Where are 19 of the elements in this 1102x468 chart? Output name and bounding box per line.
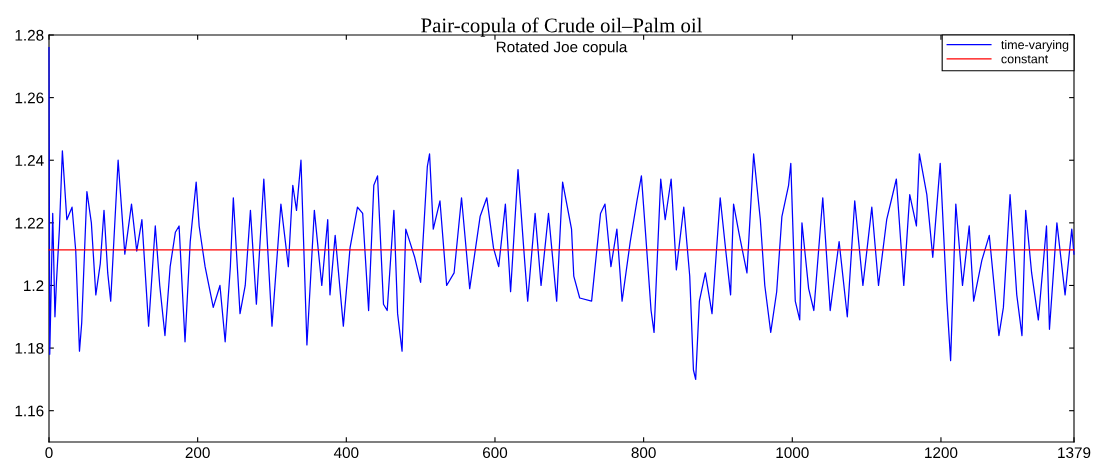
y-tick-label: 1.2 — [24, 280, 44, 291]
y-tick-label: 1.26 — [15, 92, 44, 104]
x-tick-label: 1379 — [1058, 447, 1091, 459]
x-tick-label: 800 — [631, 447, 656, 459]
y-tick-label: 1.18 — [15, 342, 44, 354]
x-tick-label: 400 — [333, 447, 359, 459]
x-tick-label: 200 — [185, 447, 210, 459]
x-tick-label: 1000 — [776, 447, 809, 459]
legend-label: constant — [1001, 55, 1049, 64]
y-tick-label: 1.24 — [15, 155, 44, 166]
x-tick-label: 600 — [483, 447, 508, 459]
y-tick-label: 1.16 — [15, 405, 44, 417]
y-tick-label: 1.28 — [15, 29, 44, 41]
legend-label: time-varying — [1001, 40, 1069, 52]
chart-subtitle: Rotated Joe copula — [496, 41, 628, 56]
chart-title: Pair-copula of Crude oil–Palm oil — [421, 17, 703, 37]
x-tick-label: 1200 — [925, 447, 958, 459]
y-tick-label: 1.22 — [15, 217, 44, 229]
x-tick-label: 0 — [45, 447, 53, 459]
